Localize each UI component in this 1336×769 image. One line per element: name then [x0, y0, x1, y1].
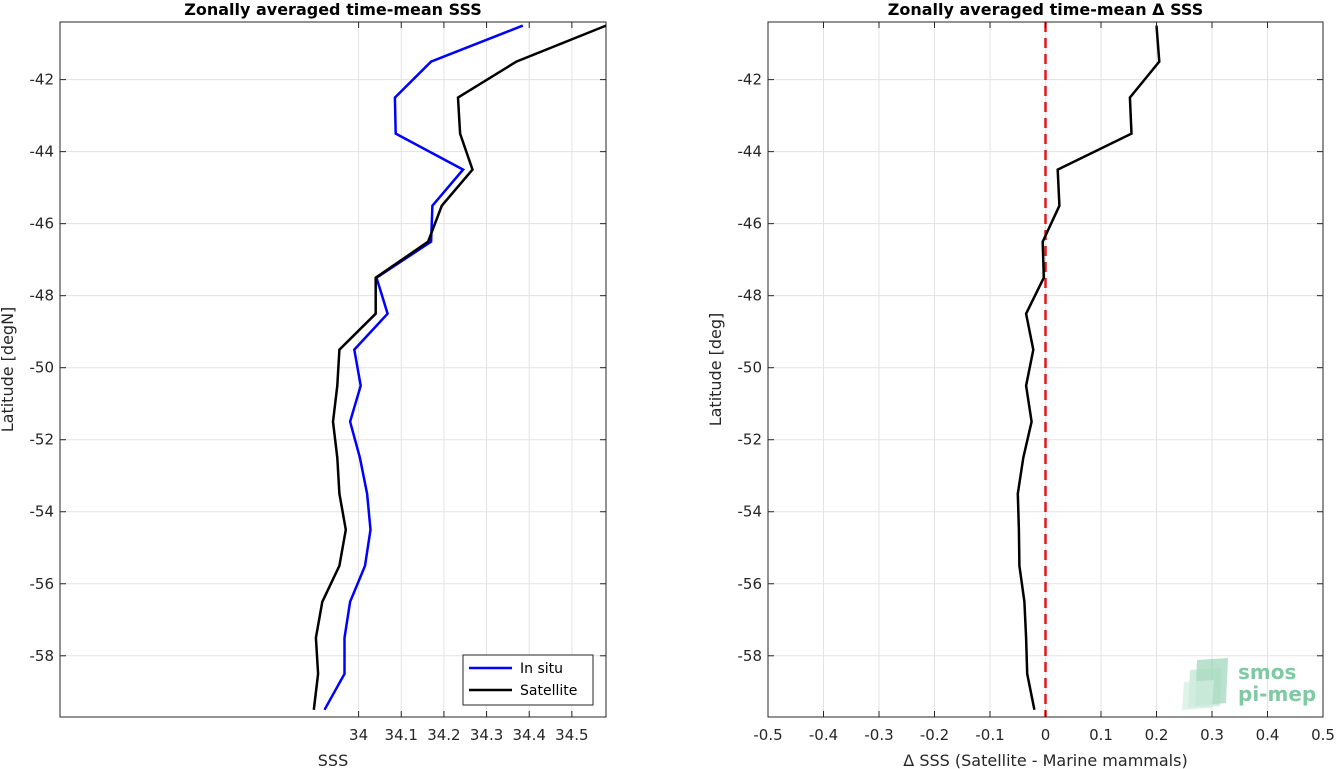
- x-tick-label: -0.2: [920, 726, 949, 744]
- legend-label-satellite: Satellite: [520, 683, 577, 699]
- y-tick-label: -42: [738, 71, 763, 89]
- sss-line-in-situ: [323, 24, 524, 711]
- sss-tick-labels: 34 34.1 34.2 34.3 34.4 34.5 -58 -56 -54 -52 -50 -48…: [30, 22, 606, 744]
- y-tick-label: -48: [738, 287, 763, 305]
- y-tick-label: -46: [30, 215, 55, 233]
- y-tick-label: -58: [30, 647, 55, 665]
- sss-axes-frame: [59, 21, 607, 718]
- y-tick-label: -48: [30, 287, 55, 305]
- x-tick-label: -0.3: [864, 726, 893, 744]
- y-tick-label: -52: [738, 431, 763, 449]
- x-tick-label: -0.4: [809, 726, 838, 744]
- y-tick-label: -58: [738, 647, 763, 665]
- delta-sss-chart-title: Zonally averaged time-mean Δ SSS: [888, 0, 1204, 19]
- x-tick-label: 34.3: [470, 726, 503, 744]
- x-tick-label: 34.2: [427, 726, 460, 744]
- legend-box: [462, 654, 594, 706]
- y-tick-label: -54: [738, 503, 763, 521]
- delta-sss-series: [1016, 25, 1161, 711]
- x-tick-label: 0.1: [1089, 726, 1113, 744]
- y-tick-label: -46: [738, 215, 763, 233]
- x-tick-label: 34.1: [385, 726, 418, 744]
- sss-y-axis-label: Latitude [degN]: [0, 307, 17, 433]
- x-tick-label: 0.5: [1311, 726, 1335, 744]
- delta-sss-profile-panel: -0.5 -0.4 -0.3 -0.2 -0.1 0 0.1 0.2 0.3 0.4 0.5 -58 -…: [706, 0, 1335, 769]
- y-tick-label: -44: [738, 143, 763, 161]
- sss-line-satellite: [312, 24, 607, 710]
- y-tick-label: -54: [30, 503, 55, 521]
- delta-sss-line-delta: [1016, 25, 1161, 711]
- y-tick-label: -56: [30, 575, 55, 593]
- y-tick-label: -50: [30, 359, 55, 377]
- delta-sss-x-axis-label: Δ SSS (Satellite - Marine mammals): [903, 751, 1187, 769]
- logo-text-smos: smos: [1238, 660, 1296, 684]
- x-tick-label: -0.5: [753, 726, 782, 744]
- y-tick-label: -42: [30, 71, 55, 89]
- sss-legend: In situ Satellite: [462, 654, 594, 706]
- sss-grid: [60, 22, 606, 717]
- x-tick-label: -0.1: [975, 726, 1004, 744]
- y-tick-label: -52: [30, 431, 55, 449]
- delta-sss-tick-labels: -0.5 -0.4 -0.3 -0.2 -0.1 0 0.1 0.2 0.3 0.4 0.5 -58 -…: [738, 22, 1335, 744]
- x-tick-label: 0.4: [1256, 726, 1280, 744]
- delta-sss-y-axis-label: Latitude [deg]: [706, 313, 725, 427]
- x-tick-label: 0.2: [1145, 726, 1169, 744]
- x-tick-label: 34.4: [513, 726, 546, 744]
- sss-series: [312, 24, 607, 711]
- logo-text-pi-mep: pi-mep: [1238, 682, 1316, 706]
- smos-pi-mep-logo: smos pi-mep: [1182, 658, 1316, 710]
- sss-chart-title: Zonally averaged time-mean SSS: [184, 0, 482, 19]
- x-tick-label: 34.5: [555, 726, 588, 744]
- logo-mark-front: [1182, 680, 1214, 710]
- x-tick-label: 34: [349, 726, 368, 744]
- x-tick-label: 0.3: [1200, 726, 1224, 744]
- y-tick-label: -56: [738, 575, 763, 593]
- sss-x-axis-label: SSS: [318, 751, 348, 769]
- sss-profile-panel: 34 34.1 34.2 34.3 34.4 34.5 -58 -56 -54 -52 -50 -48…: [0, 0, 607, 769]
- y-tick-label: -50: [738, 359, 763, 377]
- legend-label-in-situ: In situ: [520, 661, 563, 677]
- x-tick-label: 0: [1041, 726, 1051, 744]
- y-tick-label: -44: [30, 143, 55, 161]
